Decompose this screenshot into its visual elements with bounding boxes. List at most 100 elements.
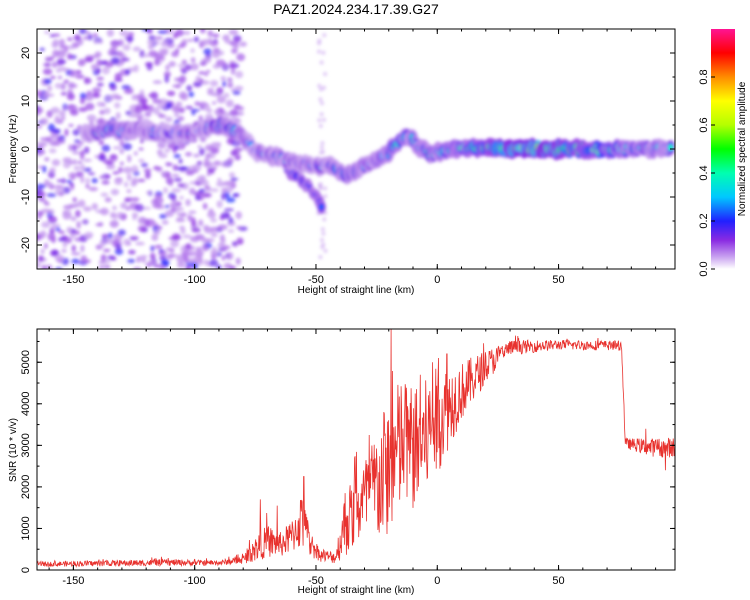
noise-speckle: [91, 203, 99, 210]
snr-frame: [36, 328, 676, 571]
noise-speckle: [62, 186, 71, 194]
noise-speckle: [187, 251, 196, 257]
noise-speckle: [194, 101, 200, 107]
noise-speckle: [222, 80, 227, 88]
colorbar-tick-label: 0.0: [698, 261, 710, 276]
noise-speckle: [177, 261, 186, 268]
noise-speckle: [61, 116, 66, 121]
noise-speckle: [83, 146, 90, 154]
noise-speckle: [137, 94, 146, 99]
noise-speckle: [110, 188, 120, 196]
noise-speckle: [147, 44, 154, 50]
noise-speckle: [205, 153, 216, 159]
noise-speckle: [181, 251, 190, 257]
noise-speckle: [39, 230, 47, 239]
noise-speckle: [191, 227, 201, 233]
noise-speckle: [198, 189, 206, 193]
noise-speckle: [69, 69, 77, 78]
noise-speckle: [41, 266, 48, 269]
noise-speckle: [230, 150, 238, 157]
y-tick-label: -10: [20, 189, 32, 205]
noise-speckle: [91, 178, 98, 184]
noise-speckle: [211, 246, 217, 254]
noise-speckle: [138, 147, 144, 151]
noise-speckle: [147, 259, 158, 265]
noise-speckle: [226, 197, 236, 203]
noise-speckle: [62, 157, 72, 163]
noise-speckle: [153, 166, 163, 170]
colorbar-label: Normalized spectral amplitude: [737, 81, 748, 216]
noise-speckle: [220, 212, 231, 219]
noise-speckle: [131, 177, 139, 185]
noise-speckle: [41, 221, 51, 228]
noise-speckle: [113, 95, 123, 100]
noise-speckle: [46, 193, 57, 198]
noise-speckle: [80, 175, 85, 184]
noise-speckle: [100, 192, 109, 197]
noise-speckle: [71, 252, 81, 256]
noise-speckle: [210, 252, 217, 260]
noise-speckle: [60, 91, 67, 96]
noise-speckle: [197, 257, 204, 266]
noise-speckle: [64, 209, 72, 217]
noise-speckle: [52, 39, 60, 47]
noise-speckle: [96, 76, 104, 81]
noise-speckle: [224, 112, 232, 117]
noise-speckle: [85, 177, 90, 185]
y-tick-label: -20: [20, 237, 32, 253]
noise-speckle: [180, 227, 186, 235]
noise-speckle: [114, 102, 121, 109]
noise-speckle: [212, 33, 220, 38]
noise-speckle: [48, 148, 57, 154]
noise-speckle: [223, 208, 234, 212]
noise-speckle: [220, 161, 231, 168]
noise-speckle: [144, 111, 152, 117]
noise-speckle: [190, 108, 200, 112]
noise-speckle: [86, 114, 97, 122]
noise-speckle: [119, 30, 129, 37]
noise-speckle: [203, 157, 210, 166]
noise-speckle: [229, 62, 236, 69]
noise-speckle: [165, 64, 170, 71]
noise-speckle: [211, 101, 217, 105]
y-tick-label: 2000: [20, 475, 32, 499]
noise-speckle: [239, 41, 248, 47]
noise-speckle: [80, 255, 88, 264]
noise-speckle: [209, 80, 219, 87]
noise-speckle: [220, 76, 226, 81]
noise-speckle: [322, 217, 327, 222]
y-tick-label: 5000: [20, 350, 32, 374]
noise-speckle: [58, 230, 65, 234]
noise-speckle: [37, 89, 42, 97]
noise-speckle: [151, 234, 159, 241]
noise-speckle: [171, 173, 180, 177]
noise-speckle: [121, 57, 130, 62]
noise-speckle: [83, 167, 92, 172]
y-tick-label: 4000: [20, 392, 32, 416]
noise-speckle: [178, 140, 185, 149]
noise-speckle: [63, 79, 69, 84]
noise-speckle: [70, 172, 76, 181]
noise-speckle: [161, 220, 169, 225]
noise-speckle: [96, 59, 102, 68]
noise-speckle: [189, 187, 196, 195]
noise-speckle: [123, 88, 134, 95]
noise-speckle: [320, 227, 325, 232]
noise-speckle: [103, 248, 111, 253]
noise-speckle: [177, 115, 185, 122]
noise-speckle: [117, 166, 123, 174]
noise-speckle: [101, 180, 110, 185]
noise-speckle: [127, 154, 132, 163]
noise-speckle: [146, 62, 153, 71]
noise-speckle: [190, 235, 200, 243]
noise-speckle: [41, 208, 51, 213]
noise-speckle: [193, 82, 203, 86]
noise-speckle: [117, 229, 126, 236]
noise-speckle: [126, 189, 132, 194]
noise-speckle: [40, 248, 45, 254]
noise-speckle: [114, 72, 123, 81]
